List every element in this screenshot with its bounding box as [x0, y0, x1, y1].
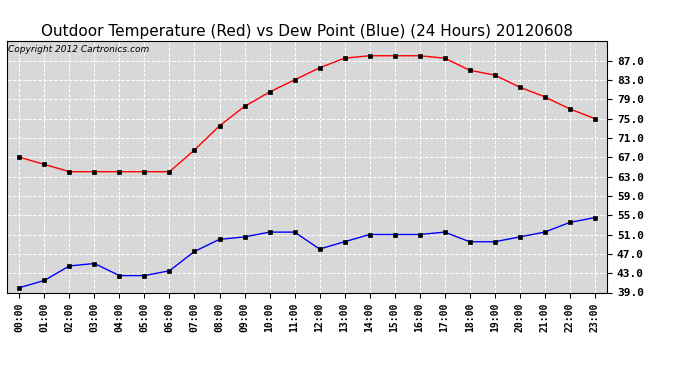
Text: Copyright 2012 Cartronics.com: Copyright 2012 Cartronics.com: [8, 45, 149, 54]
Title: Outdoor Temperature (Red) vs Dew Point (Blue) (24 Hours) 20120608: Outdoor Temperature (Red) vs Dew Point (…: [41, 24, 573, 39]
